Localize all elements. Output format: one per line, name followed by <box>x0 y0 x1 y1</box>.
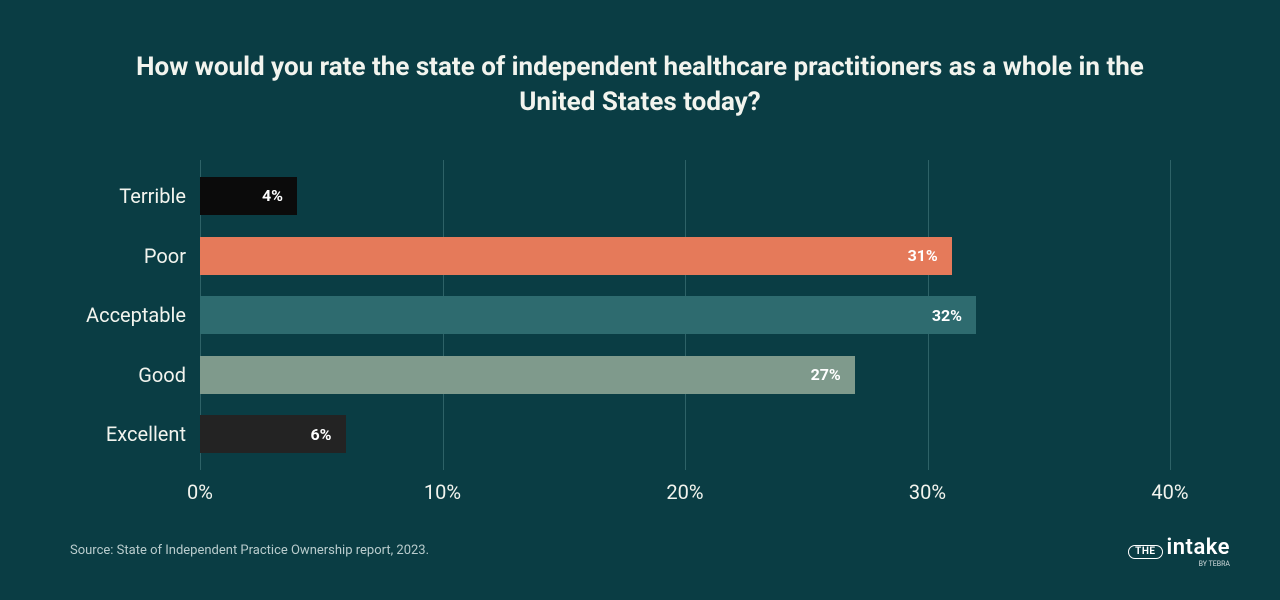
bar-row: Poor31% <box>200 237 1170 275</box>
chart-container: How would you rate the state of independ… <box>0 0 1280 600</box>
bar-row: Excellent6% <box>200 415 1170 453</box>
chart-title: How would you rate the state of independ… <box>120 50 1160 120</box>
category-label: Good <box>138 363 200 387</box>
bar-row: Terrible4% <box>200 177 1170 215</box>
gridline <box>1170 160 1171 470</box>
x-tick-label: 30% <box>909 480 946 504</box>
brand-name: intake <box>1167 537 1230 559</box>
brand-byline: BY TEBRA <box>1199 561 1230 568</box>
category-label: Terrible <box>119 184 200 208</box>
bar-fill: 31% <box>200 237 952 275</box>
category-label: Acceptable <box>86 303 200 327</box>
bar-row: Good27% <box>200 356 1170 394</box>
brand-logo: THE intake BY TEBRA <box>1128 537 1230 568</box>
x-axis: 0%10%20%30%40% <box>200 480 1170 510</box>
brand-the: THE <box>1128 545 1162 559</box>
category-label: Poor <box>144 244 200 268</box>
bars: Terrible4% Poor31% Acceptable32% Good27% Exc… <box>200 160 1170 470</box>
x-tick-label: 20% <box>666 480 703 504</box>
bar-fill: 6% <box>200 415 346 453</box>
brand-main: THE intake <box>1128 537 1230 559</box>
bar-fill: 32% <box>200 296 976 334</box>
plot-area: Terrible4% Poor31% Acceptable32% Good27% Exc… <box>200 160 1170 470</box>
x-tick-label: 40% <box>1151 480 1188 504</box>
bar-fill: 27% <box>200 356 855 394</box>
x-tick-label: 0% <box>187 480 213 504</box>
bar-row: Acceptable32% <box>200 296 1170 334</box>
bar-fill: 4% <box>200 177 297 215</box>
category-label: Excellent <box>106 422 200 446</box>
x-tick-label: 10% <box>424 480 461 504</box>
source-text: Source: State of Independent Practice Ow… <box>70 543 429 558</box>
